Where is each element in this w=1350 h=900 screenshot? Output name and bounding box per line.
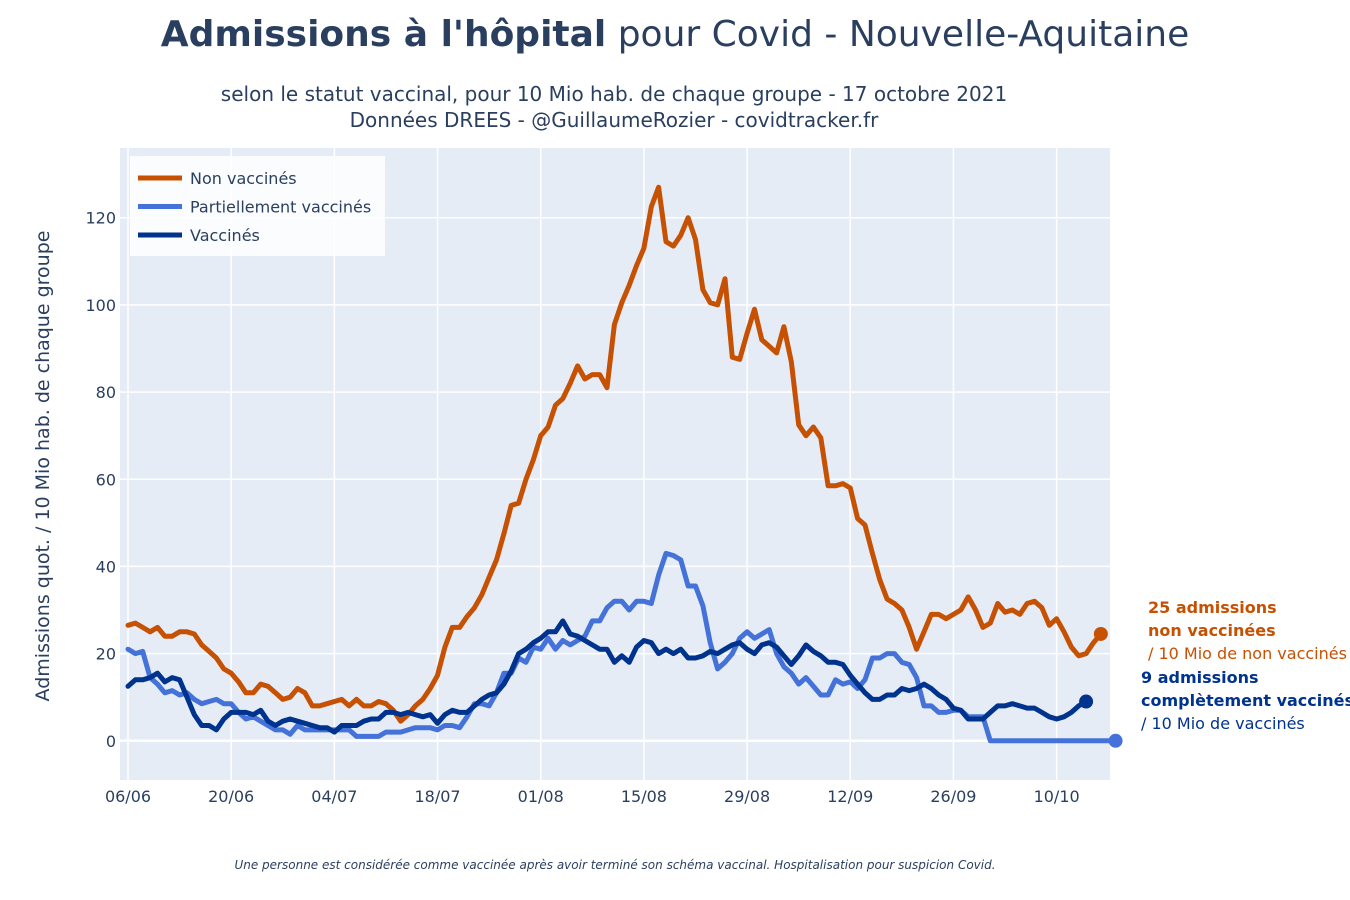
legend-label: Vaccinés [190,226,260,245]
x-tick-label: 29/08 [724,787,770,806]
footnote: Une personne est considérée comme vaccin… [234,858,996,872]
y-tick-label: 0 [106,732,116,751]
chart-subtitle-line1: selon le statut vaccinal, pour 10 Mio ha… [220,82,1008,106]
annotation-vax-unit: / 10 Mio de vaccinés [1141,714,1305,733]
chart-subtitle-line2: Données DREES - @GuillaumeRozier - covid… [349,108,879,132]
x-tick-label: 04/07 [311,787,357,806]
series-line-3 [125,618,1089,735]
annotation-vax-status: complètement vaccinés [1141,691,1350,710]
annotation-unvax-unit: / 10 Mio de non vaccinés [1148,644,1347,663]
y-tick-label: 100 [85,296,116,315]
series-line-1 [125,184,1104,724]
series-end-marker-2 [1108,733,1123,748]
x-tick-label: 18/07 [414,787,460,806]
legend-label: Partiellement vaccinés [190,198,371,217]
x-tick-label: 26/09 [930,787,976,806]
series-line-2 [125,550,1119,744]
x-tick-label: 06/06 [105,787,151,806]
y-tick-label: 20 [96,645,116,664]
series-end-marker-1 [1093,626,1108,641]
annotation-unvax-count: 25 admissions [1148,598,1277,617]
x-tick-label: 15/08 [621,787,667,806]
annotation-vaccinated: 9 admissions complètement vaccinés / 10 … [1141,666,1350,735]
x-tick-label: 12/09 [827,787,873,806]
y-axis-title: Admissions quot. / 10 Mio hab. de chaque… [32,231,54,702]
y-tick-label: 60 [96,470,116,489]
y-tick-label: 40 [96,557,116,576]
chart-title-rest: pour Covid - Nouvelle-Aquitaine [617,14,1190,55]
annotation-unvax-status: non vaccinées [1148,621,1276,640]
chart-title-bold: Admissions à l'hôpital [160,14,607,55]
annotation-vax-count: 9 admissions [1141,668,1259,687]
annotation-unvaccinated: 25 admissions non vaccinées / 10 Mio de … [1148,596,1347,665]
chart-title: Admissions à l'hôpital pour Covid - Nouv… [0,14,1350,55]
legend-label: Non vaccinés [190,169,297,188]
x-tick-label: 10/10 [1034,787,1080,806]
x-tick-label: 20/06 [208,787,254,806]
x-tick-label: 01/08 [518,787,564,806]
series-end-marker-3 [1079,694,1094,709]
y-tick-label: 80 [96,383,116,402]
y-tick-label: 120 [85,209,116,228]
